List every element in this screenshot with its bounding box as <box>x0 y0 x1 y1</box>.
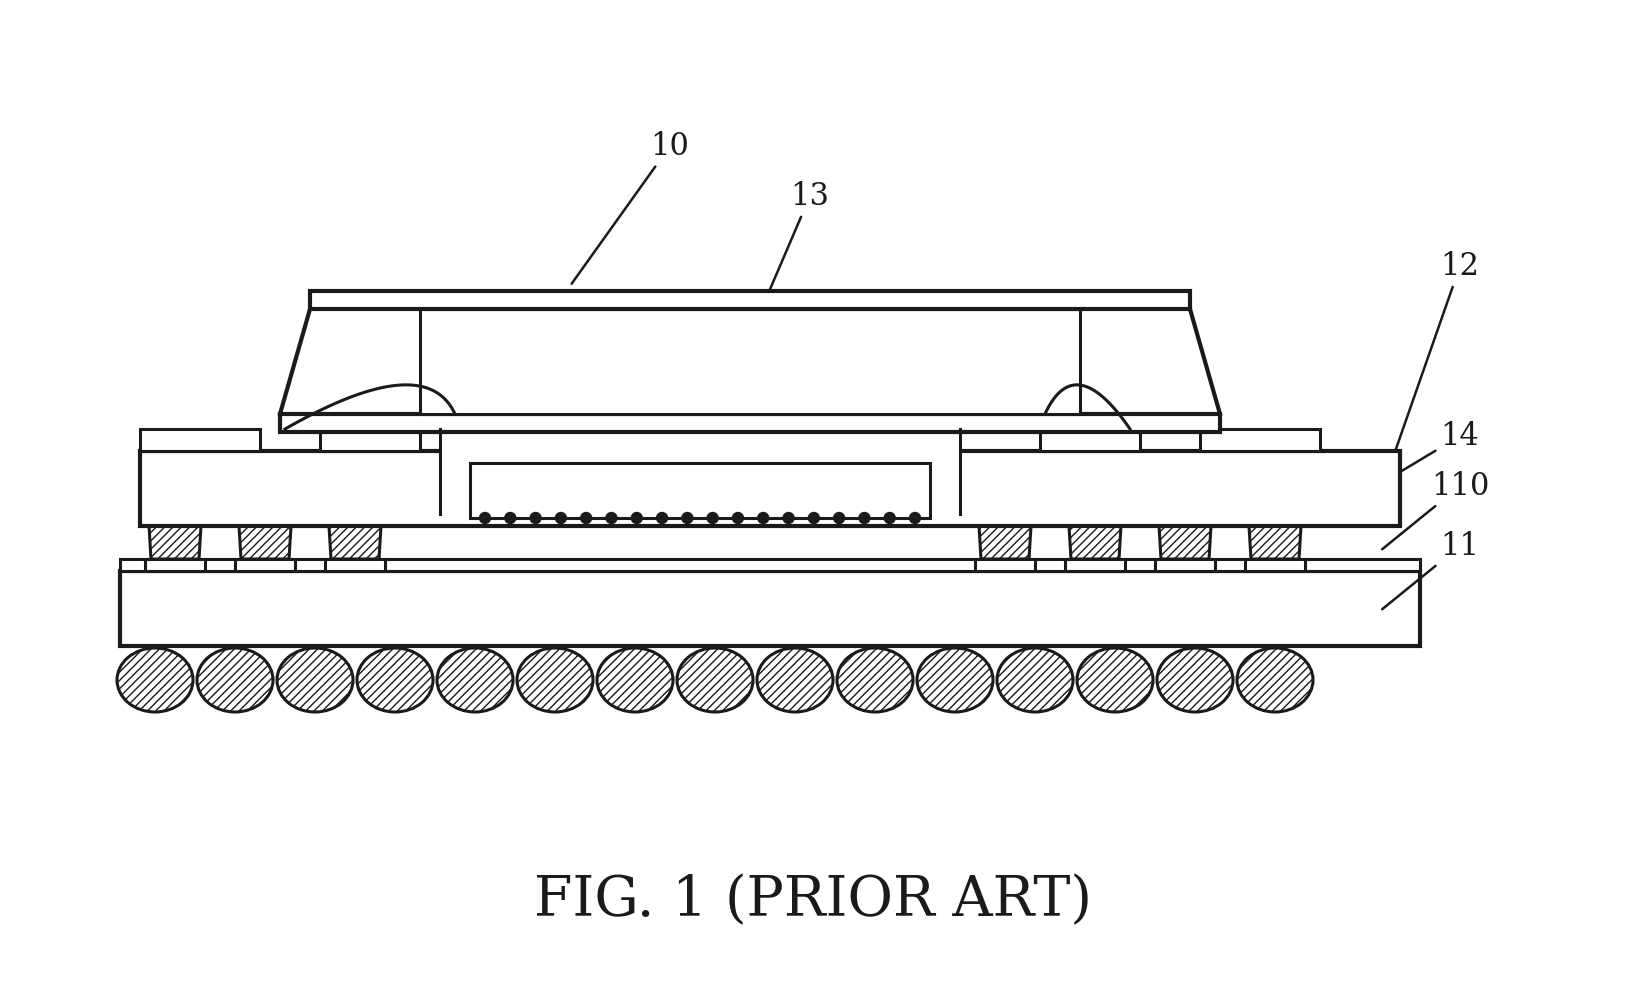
Bar <box>420 309 1080 414</box>
Bar <box>1065 559 1125 571</box>
Circle shape <box>530 513 541 524</box>
Text: 11: 11 <box>1382 531 1480 610</box>
Bar <box>145 559 205 571</box>
Bar <box>441 429 959 514</box>
Bar <box>280 414 1220 432</box>
Polygon shape <box>328 526 380 559</box>
Circle shape <box>504 513 515 524</box>
Ellipse shape <box>676 648 753 712</box>
Ellipse shape <box>197 648 273 712</box>
Ellipse shape <box>358 648 433 712</box>
Circle shape <box>732 513 743 524</box>
Bar <box>976 559 1036 571</box>
Circle shape <box>606 513 616 524</box>
Circle shape <box>758 513 769 524</box>
Circle shape <box>480 513 491 524</box>
Ellipse shape <box>1237 648 1314 712</box>
Text: 12: 12 <box>1390 251 1480 463</box>
Bar <box>140 429 260 451</box>
Ellipse shape <box>837 648 914 712</box>
Circle shape <box>784 513 793 524</box>
Circle shape <box>556 513 566 524</box>
Text: FIG. 1 (PRIOR ART): FIG. 1 (PRIOR ART) <box>533 873 1093 928</box>
Ellipse shape <box>758 648 833 712</box>
Circle shape <box>707 513 719 524</box>
Ellipse shape <box>276 648 353 712</box>
Polygon shape <box>1249 526 1301 559</box>
Ellipse shape <box>1076 648 1153 712</box>
Circle shape <box>657 513 668 524</box>
Text: 13: 13 <box>751 180 829 334</box>
Bar <box>320 429 420 451</box>
Bar <box>325 559 385 571</box>
Circle shape <box>580 513 592 524</box>
Bar <box>140 451 1400 526</box>
Ellipse shape <box>917 648 993 712</box>
Ellipse shape <box>997 648 1073 712</box>
Polygon shape <box>239 526 291 559</box>
Bar <box>1041 429 1140 451</box>
Bar <box>311 291 1190 309</box>
Circle shape <box>859 513 870 524</box>
Polygon shape <box>1068 526 1120 559</box>
Polygon shape <box>979 526 1031 559</box>
Bar <box>1200 429 1320 451</box>
Bar <box>236 559 294 571</box>
Text: 110: 110 <box>1382 470 1489 549</box>
Bar <box>1246 559 1306 571</box>
Circle shape <box>909 513 920 524</box>
Polygon shape <box>1159 526 1211 559</box>
Bar <box>120 559 1419 571</box>
Circle shape <box>631 513 642 524</box>
Polygon shape <box>150 526 202 559</box>
Circle shape <box>808 513 820 524</box>
Ellipse shape <box>1158 648 1233 712</box>
Ellipse shape <box>437 648 512 712</box>
Text: 10: 10 <box>572 130 689 284</box>
Bar <box>1154 559 1215 571</box>
Bar <box>470 463 930 518</box>
Bar <box>120 571 1419 646</box>
Circle shape <box>681 513 693 524</box>
Ellipse shape <box>517 648 593 712</box>
Circle shape <box>834 513 844 524</box>
Text: 14: 14 <box>1363 420 1480 495</box>
Ellipse shape <box>597 648 673 712</box>
Circle shape <box>885 513 896 524</box>
Ellipse shape <box>117 648 193 712</box>
